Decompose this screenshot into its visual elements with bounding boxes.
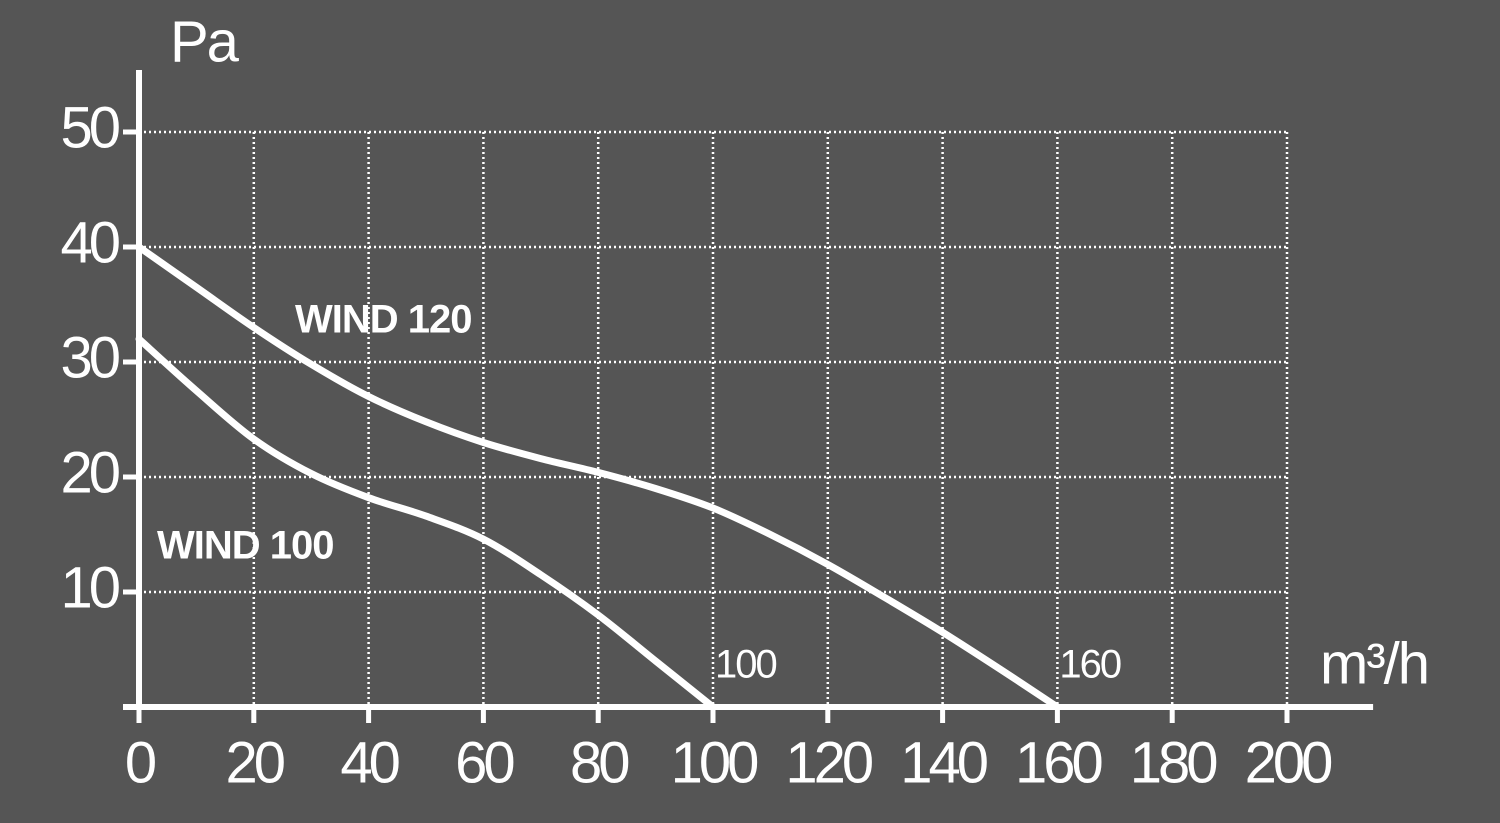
series-label: WIND 100: [157, 524, 334, 568]
x-tick-label: 180: [1130, 730, 1217, 795]
y-tick-label: 10: [60, 555, 118, 620]
end-label: 100: [715, 643, 776, 687]
x-tick-label: 0: [125, 730, 155, 795]
series-label: WIND 120: [295, 298, 472, 342]
x-tick-label: 40: [340, 730, 398, 795]
x-tick-label: 80: [570, 730, 628, 795]
series-line: [135, 335, 717, 711]
x-tick-label: 100: [671, 730, 758, 795]
x-tick-label: 20: [226, 730, 284, 795]
end-label: 160: [1059, 643, 1120, 687]
y-tick-label: 20: [60, 440, 118, 505]
y-tick-label: 40: [60, 210, 118, 275]
x-tick-label: 120: [785, 730, 872, 795]
x-tick-label: 140: [900, 730, 987, 795]
y-tick-label: 30: [60, 325, 118, 390]
x-tick-label: 200: [1245, 730, 1332, 795]
x-axis-label: m³/h: [1320, 631, 1428, 696]
series-line: [135, 243, 1061, 711]
x-tick-label: 60: [455, 730, 513, 795]
x-tick-label: 160: [1015, 730, 1102, 795]
y-tick-label: 50: [60, 95, 118, 160]
y-axis-label: Pa: [170, 9, 240, 74]
